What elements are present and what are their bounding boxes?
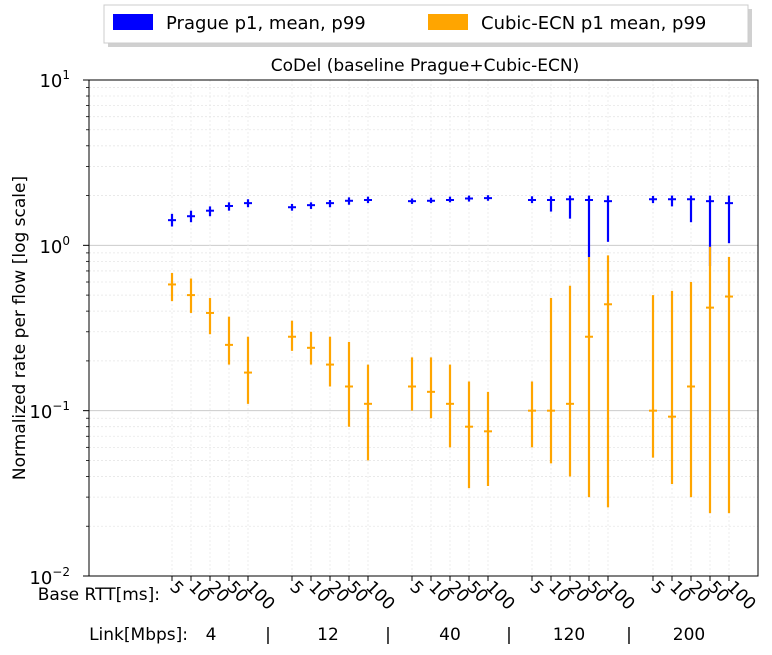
y-tick-label-1: 100 <box>39 234 70 258</box>
x-tick-label-rtt: 5 <box>525 577 547 599</box>
link-separator: | <box>265 625 271 645</box>
link-separator: | <box>626 625 632 645</box>
x-axis-label-link: Link[Mbps]: <box>89 625 188 645</box>
x-group-label-link: 200 <box>673 625 705 645</box>
y-tick-label-0.01: 10−2 <box>29 565 70 589</box>
legend-swatch-cubic <box>428 14 468 30</box>
x-tick-label-rtt: 5 <box>165 577 187 599</box>
x-group-label-link: 4 <box>206 625 217 645</box>
link-separator: | <box>385 625 391 645</box>
y-axis-label: Normalized rate per flow [log scale] <box>10 176 30 480</box>
x-tick-label-rtt: 100 <box>601 577 638 614</box>
y-axis-ticks <box>83 79 89 577</box>
y-tick-label-0.1: 10−1 <box>29 399 70 423</box>
legend-box <box>103 4 749 44</box>
x-tick-label-rtt: 100 <box>361 577 398 614</box>
legend-swatch-prague <box>113 14 153 30</box>
error-bars <box>168 195 733 514</box>
legend: Prague p1, mean, p99 Cubic-ECN p1 mean, … <box>103 4 752 47</box>
x-axis-label-rtt: Base RTT[ms]: <box>38 585 160 605</box>
x-tick-label-rtt: 100 <box>481 577 518 614</box>
plot-frame <box>88 79 759 577</box>
x-tick-label-rtt: 5 <box>405 577 427 599</box>
x-group-label-link: 12 <box>317 625 339 645</box>
legend-label-prague: Prague p1, mean, p99 <box>166 13 366 34</box>
x-tick-label-rtt: 100 <box>722 577 759 614</box>
x-group-label-link: 120 <box>553 625 585 645</box>
x-tick-label-rtt: 100 <box>241 577 278 614</box>
y-axis: 10−2 10−1 100 101 Normalized rate per fl… <box>10 68 70 589</box>
y-tick-label-10: 101 <box>39 68 70 92</box>
x-tick-label-rtt: 5 <box>646 577 668 599</box>
link-separator: | <box>506 625 512 645</box>
x-tick-label-rtt: 5 <box>285 577 307 599</box>
chart-title: CoDel (baseline Prague+Cubic-ECN) <box>271 56 579 76</box>
plot-grid <box>89 80 758 577</box>
x-group-label-link: 40 <box>439 625 461 645</box>
legend-label-cubic: Cubic-ECN p1 mean, p99 <box>481 13 706 34</box>
